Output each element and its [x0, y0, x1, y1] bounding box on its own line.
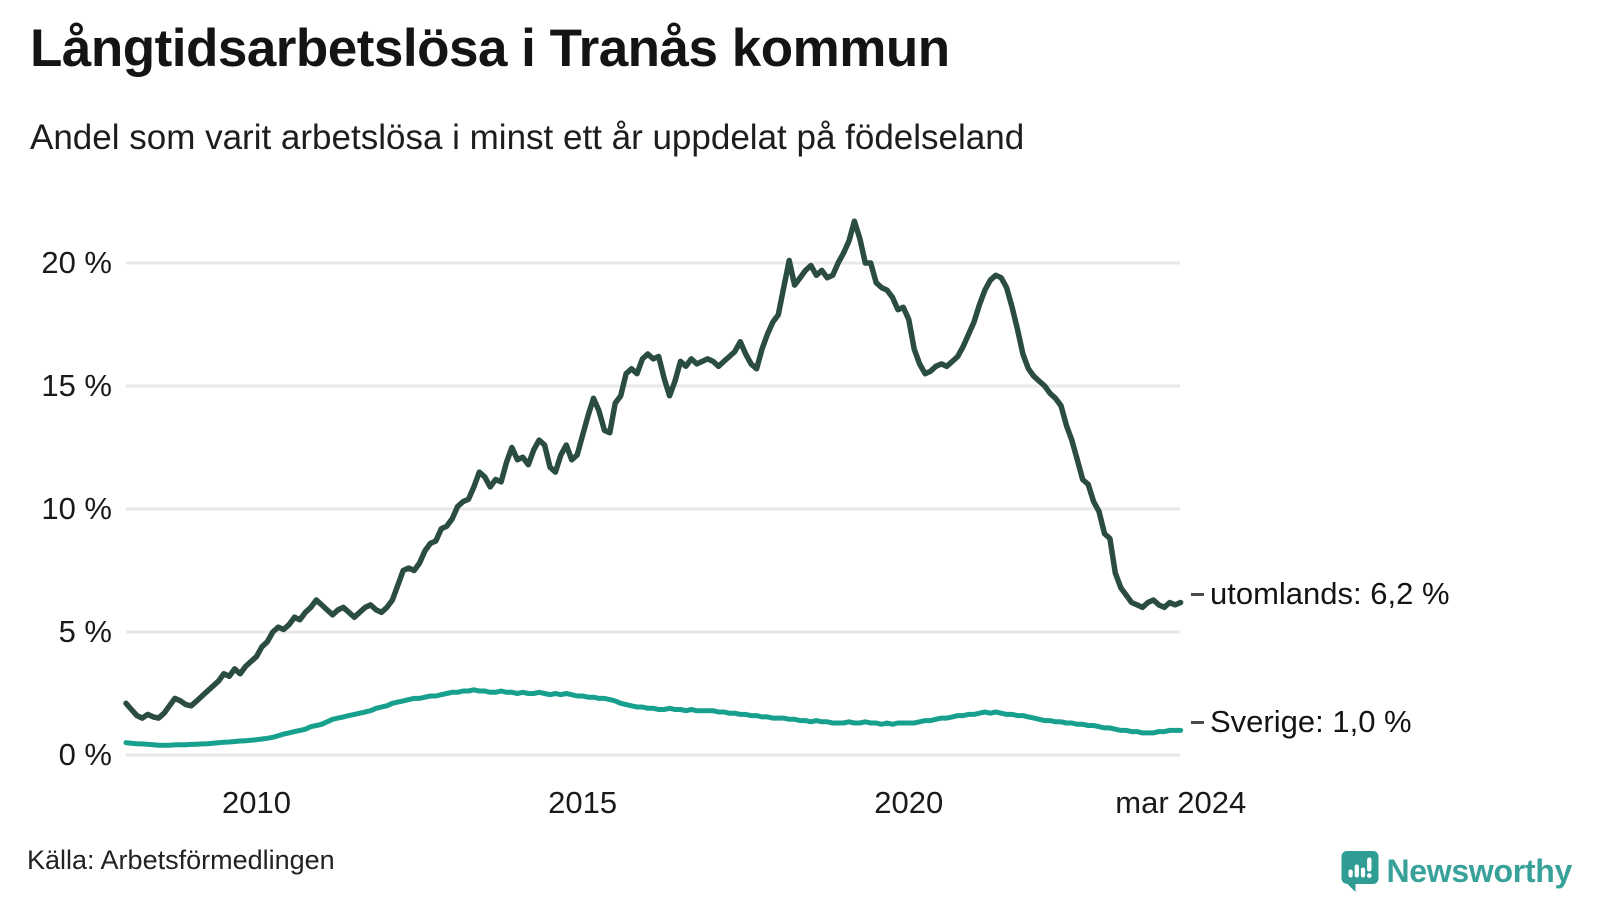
y-tick-label: 10 %	[41, 491, 112, 526]
series-label-text: utomlands: 6,2 %	[1210, 576, 1450, 612]
x-tick-label: mar 2024	[1115, 785, 1247, 820]
source-note: Källa: Arbetsförmedlingen	[27, 845, 335, 875]
series-label-text: Sverige: 1,0 %	[1210, 704, 1412, 740]
newsworthy-speech-bubble-chart-icon	[1341, 850, 1379, 893]
x-tick-label: 2020	[874, 785, 944, 820]
page-title: Långtidsarbetslösa i Tranås kommun	[30, 19, 950, 78]
brand-name: Newsworthy	[1386, 852, 1573, 889]
series-line-utomlands	[123, 218, 1184, 721]
series-label-Sverige: Sverige: 1,0 %	[1191, 704, 1412, 740]
y-tick-label: 20 %	[41, 245, 112, 280]
brand-logo: Newsworthy	[1341, 848, 1573, 894]
label-dash	[1191, 720, 1204, 724]
x-tick-label: 2015	[548, 785, 618, 820]
page-subtitle: Andel som varit arbetslösa i minst ett å…	[30, 118, 1025, 157]
series-label-utomlands: utomlands: 6,2 %	[1191, 576, 1450, 612]
y-tick-label: 0 %	[58, 737, 112, 772]
x-tick-label: 2010	[221, 785, 291, 820]
label-dash	[1191, 592, 1204, 596]
y-tick-label: 15 %	[41, 368, 112, 403]
y-tick-label: 5 %	[58, 614, 112, 649]
series-line-Sverige	[123, 687, 1184, 748]
